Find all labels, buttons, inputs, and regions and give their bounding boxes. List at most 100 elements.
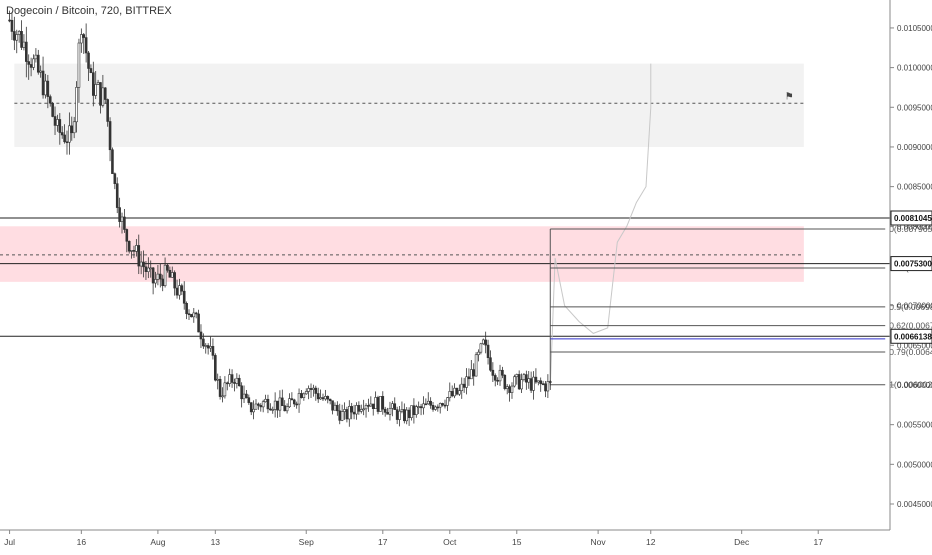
candle-body (496, 379, 499, 382)
x-tick-label: 17 (813, 537, 823, 547)
candle-body (438, 403, 442, 408)
candle-body (130, 250, 133, 252)
candle-body (467, 376, 471, 380)
candle-body (199, 331, 203, 340)
candle-body (142, 261, 145, 268)
candle-body (84, 37, 88, 54)
candle-body (170, 272, 174, 278)
candle-body (180, 285, 184, 292)
candle-body (135, 245, 138, 252)
candle-body (348, 406, 351, 420)
candle-body (508, 386, 511, 393)
candle-body (369, 403, 373, 407)
candle-body (333, 404, 337, 411)
candle-body (357, 405, 361, 412)
candle-body (458, 390, 461, 395)
x-tick-label: 17 (378, 537, 388, 547)
candle-body (477, 351, 480, 356)
fib-level-label: 0.5(0.00698410) (889, 302, 932, 312)
x-tick-label: Sep (299, 537, 314, 547)
candle-body (108, 121, 112, 151)
candle-body (546, 381, 550, 392)
candle-body (324, 396, 327, 400)
candle-body (13, 31, 16, 41)
candle-body (541, 383, 545, 385)
candle-body (481, 339, 485, 345)
candle-body (532, 376, 535, 391)
candle-body (264, 398, 267, 403)
flag-icon: ⚑ (785, 91, 794, 102)
candle-body (498, 369, 502, 382)
x-tick-label: 15 (512, 537, 522, 547)
candle-body (302, 393, 306, 398)
candle-body (367, 405, 370, 407)
candle-body (331, 400, 334, 411)
candle-body (82, 34, 86, 38)
candle-body (99, 82, 102, 106)
candle-body (209, 346, 212, 349)
candle-body (94, 84, 97, 96)
candle-body (276, 400, 279, 411)
candle-body (266, 398, 270, 410)
candle-body (410, 405, 413, 418)
candle-body (338, 410, 342, 421)
candle-body (115, 183, 119, 208)
candle-body (422, 403, 425, 409)
candle-body (182, 290, 186, 304)
candle-body (254, 403, 258, 410)
fib-level-label: 0.79(0.00641504) (889, 347, 932, 357)
candle-body (472, 369, 476, 377)
candle-body (36, 54, 40, 73)
candle-body (429, 400, 432, 406)
candle-body (22, 41, 26, 48)
candle-body (281, 397, 284, 406)
candle-body (450, 391, 454, 397)
candle-body (474, 354, 478, 377)
candle-body (307, 388, 310, 392)
candle-body (223, 382, 227, 397)
candle-body (29, 64, 33, 68)
candle-body (470, 369, 473, 380)
candle-body (60, 132, 64, 136)
candle-body (34, 54, 38, 60)
candle-body (371, 403, 375, 410)
candle-body (8, 19, 11, 22)
candle-body (32, 58, 35, 68)
candle-body (245, 393, 248, 398)
candle-body (127, 240, 131, 252)
candle-body (309, 388, 313, 390)
candle-body (465, 376, 468, 388)
candle-body (139, 261, 143, 267)
candle-body (187, 313, 191, 316)
candle-body (391, 403, 394, 409)
candle-body (237, 377, 241, 387)
candle-body (269, 408, 272, 411)
candle-body (407, 409, 411, 418)
candle-body (228, 374, 231, 384)
candle-body (118, 207, 121, 222)
candle-body (68, 125, 71, 143)
candle-body (144, 266, 148, 272)
candle-body (292, 399, 296, 405)
candle-body (434, 406, 437, 410)
candle-body (41, 70, 45, 96)
candle-body (431, 405, 435, 410)
candle-body (87, 52, 90, 69)
candle-body (113, 173, 117, 184)
projection-path (549, 63, 652, 387)
candle-body (446, 397, 449, 406)
x-tick-label: 13 (211, 537, 221, 547)
candle-body (400, 409, 404, 412)
y-tick-label: 0.00500000 (897, 460, 932, 469)
candle-body (388, 407, 392, 415)
candle-body (259, 405, 263, 408)
candle-body (426, 400, 430, 405)
candle-body (185, 302, 188, 315)
candle-body (503, 374, 507, 389)
y-tick-label: 0.00450000 (897, 500, 932, 509)
candle-body (56, 119, 59, 126)
candle-body (44, 80, 47, 96)
candle-body (77, 42, 81, 88)
